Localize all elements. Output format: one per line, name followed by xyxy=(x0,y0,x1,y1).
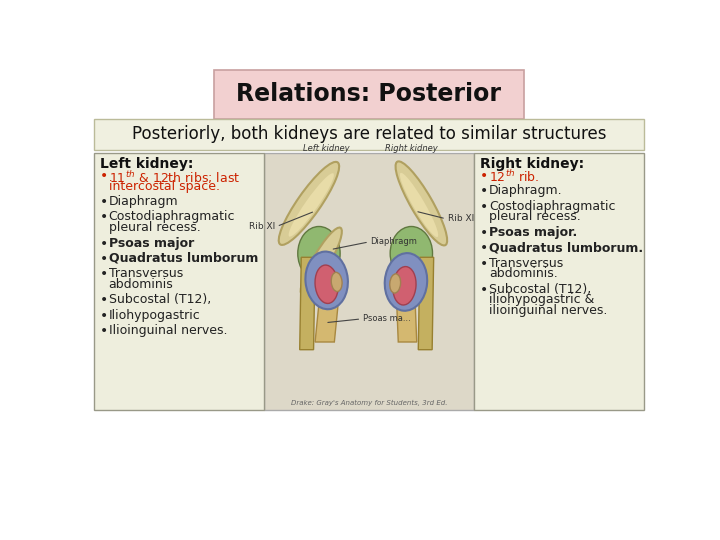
Text: •: • xyxy=(99,267,108,281)
Text: •: • xyxy=(480,226,488,240)
Text: iliohypogastric &: iliohypogastric & xyxy=(489,294,595,307)
Text: Transversus: Transversus xyxy=(489,256,563,269)
Ellipse shape xyxy=(390,226,433,280)
Ellipse shape xyxy=(390,274,400,293)
Text: Right kidney:: Right kidney: xyxy=(480,157,584,171)
Text: •: • xyxy=(99,168,108,183)
Ellipse shape xyxy=(298,226,340,280)
Text: Drake: Gray's Anatomy for Students, 3rd Ed.: Drake: Gray's Anatomy for Students, 3rd … xyxy=(291,400,447,406)
FancyBboxPatch shape xyxy=(264,153,474,410)
Text: pleural recess.: pleural recess. xyxy=(489,211,581,224)
Ellipse shape xyxy=(315,265,338,303)
Ellipse shape xyxy=(393,267,416,305)
Polygon shape xyxy=(418,257,433,350)
Text: Transversus: Transversus xyxy=(109,267,183,280)
Polygon shape xyxy=(397,303,417,342)
Text: Costodiaphragmatic: Costodiaphragmatic xyxy=(109,211,235,224)
Text: •: • xyxy=(480,168,488,183)
Text: Subcostal (T12),: Subcostal (T12), xyxy=(109,294,211,307)
Ellipse shape xyxy=(395,161,447,245)
Text: •: • xyxy=(480,184,488,198)
Text: Psoas major: Psoas major xyxy=(109,237,194,249)
Text: Costodiaphragmatic: Costodiaphragmatic xyxy=(489,200,616,213)
Text: •: • xyxy=(480,200,488,213)
Ellipse shape xyxy=(289,173,334,237)
Text: Subcostal (T12),: Subcostal (T12), xyxy=(489,283,591,296)
Text: Rib XI: Rib XI xyxy=(448,214,474,224)
Text: •: • xyxy=(480,256,488,271)
FancyBboxPatch shape xyxy=(94,153,264,410)
Text: pleural recess.: pleural recess. xyxy=(109,221,200,234)
Text: Posteriorly, both kidneys are related to similar structures: Posteriorly, both kidneys are related to… xyxy=(132,125,606,143)
Text: •: • xyxy=(99,309,108,323)
Text: Rib XI: Rib XI xyxy=(249,222,275,231)
Text: •: • xyxy=(99,325,108,338)
Text: 12$^{th}$ rib.: 12$^{th}$ rib. xyxy=(489,168,539,185)
Text: Left kidney: Left kidney xyxy=(303,144,350,153)
Text: Ilioinguinal nerves.: Ilioinguinal nerves. xyxy=(109,325,228,338)
Text: •: • xyxy=(99,252,108,266)
Text: abdominis.: abdominis. xyxy=(489,267,558,280)
Polygon shape xyxy=(315,303,338,342)
Text: Right kidney: Right kidney xyxy=(385,144,438,153)
Text: Quadratus lumborum.: Quadratus lumborum. xyxy=(489,241,643,254)
Text: Relations: Posterior: Relations: Posterior xyxy=(236,82,502,106)
Polygon shape xyxy=(300,257,315,350)
Ellipse shape xyxy=(305,252,348,309)
FancyBboxPatch shape xyxy=(474,153,644,410)
Text: abdominis: abdominis xyxy=(109,278,174,291)
Ellipse shape xyxy=(301,227,342,295)
Text: Left kidney:: Left kidney: xyxy=(99,157,193,171)
Ellipse shape xyxy=(384,253,427,310)
Text: •: • xyxy=(480,283,488,296)
Text: •: • xyxy=(99,294,108,307)
Text: Psoas major.: Psoas major. xyxy=(489,226,577,239)
Text: •: • xyxy=(99,195,108,209)
Text: Diaphragm: Diaphragm xyxy=(109,195,179,208)
Text: ilioinguinal nerves.: ilioinguinal nerves. xyxy=(489,304,608,318)
Text: Diaphragm: Diaphragm xyxy=(371,238,418,246)
Text: •: • xyxy=(480,241,488,255)
Ellipse shape xyxy=(331,272,342,292)
FancyBboxPatch shape xyxy=(94,119,644,150)
Text: intercostal space.: intercostal space. xyxy=(109,179,220,193)
Text: •: • xyxy=(99,211,108,224)
FancyBboxPatch shape xyxy=(215,70,523,119)
Text: Quadratus lumborum: Quadratus lumborum xyxy=(109,252,258,265)
Ellipse shape xyxy=(400,173,438,237)
Text: •: • xyxy=(99,237,108,251)
Text: Iliohypogastric: Iliohypogastric xyxy=(109,309,200,322)
Ellipse shape xyxy=(279,162,339,245)
Text: 11$^{th}$ & 12th ribs; last: 11$^{th}$ & 12th ribs; last xyxy=(109,168,240,186)
Text: Diaphragm.: Diaphragm. xyxy=(489,184,563,197)
Text: Psoas ma...: Psoas ma... xyxy=(363,314,410,323)
